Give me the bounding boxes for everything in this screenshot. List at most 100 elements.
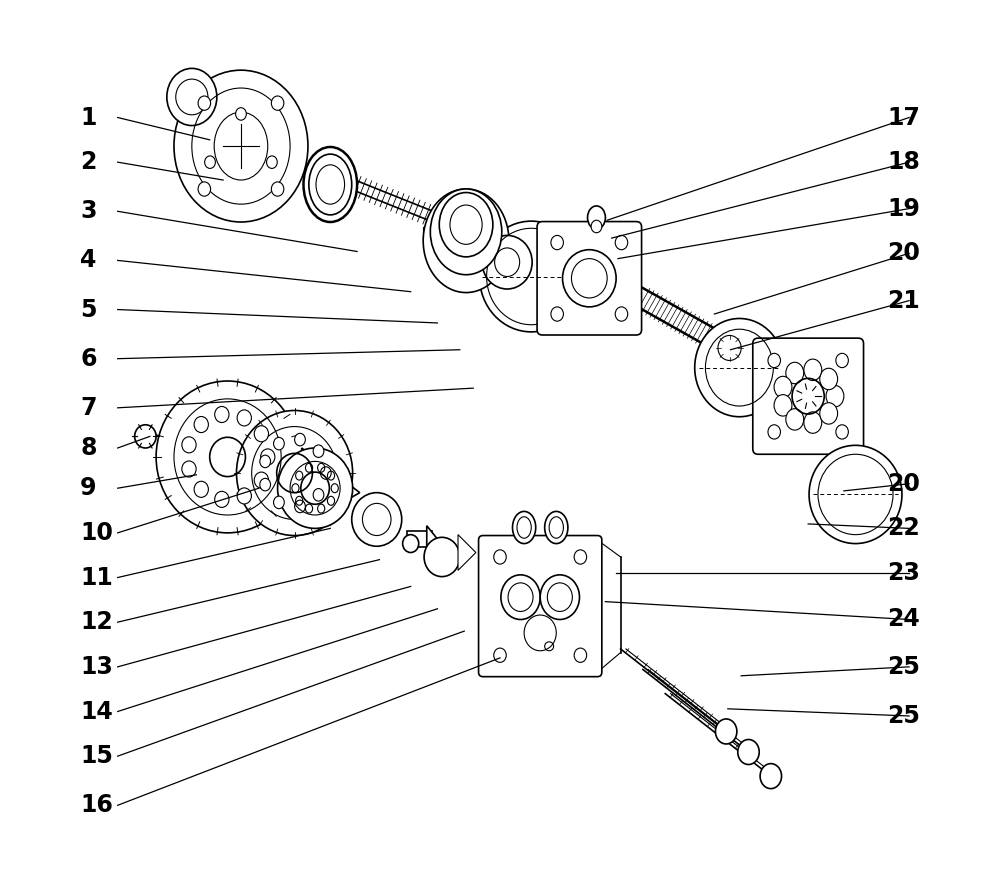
Ellipse shape <box>236 410 353 536</box>
Ellipse shape <box>588 206 605 229</box>
Ellipse shape <box>215 491 229 507</box>
Ellipse shape <box>254 472 269 488</box>
Ellipse shape <box>479 221 583 332</box>
Polygon shape <box>427 526 437 555</box>
Ellipse shape <box>352 493 402 547</box>
FancyBboxPatch shape <box>753 338 864 454</box>
Ellipse shape <box>482 236 532 289</box>
Text: 4: 4 <box>80 248 97 272</box>
Ellipse shape <box>715 719 737 744</box>
Ellipse shape <box>551 306 563 321</box>
Ellipse shape <box>768 425 780 439</box>
Ellipse shape <box>774 394 792 416</box>
Ellipse shape <box>274 496 284 509</box>
Text: 13: 13 <box>80 655 113 679</box>
Ellipse shape <box>836 425 848 439</box>
FancyBboxPatch shape <box>479 536 602 676</box>
Text: 25: 25 <box>887 655 920 679</box>
Ellipse shape <box>786 362 804 383</box>
Ellipse shape <box>545 512 568 544</box>
Text: 9: 9 <box>80 476 97 500</box>
Polygon shape <box>302 448 360 526</box>
Text: 20: 20 <box>887 241 920 265</box>
Text: 2: 2 <box>80 151 97 174</box>
Ellipse shape <box>313 488 324 501</box>
Ellipse shape <box>320 467 331 479</box>
Ellipse shape <box>205 156 215 168</box>
Ellipse shape <box>313 445 324 458</box>
Text: 14: 14 <box>80 700 113 723</box>
Polygon shape <box>458 535 476 571</box>
Ellipse shape <box>295 500 305 513</box>
Ellipse shape <box>194 417 208 433</box>
Ellipse shape <box>804 359 822 381</box>
Bar <box>407 531 432 547</box>
Text: 12: 12 <box>80 610 113 634</box>
Ellipse shape <box>424 538 460 577</box>
Ellipse shape <box>591 220 602 233</box>
Text: 24: 24 <box>887 607 920 632</box>
Ellipse shape <box>254 426 269 442</box>
Ellipse shape <box>551 236 563 250</box>
Ellipse shape <box>260 478 271 491</box>
Text: 25: 25 <box>887 704 920 728</box>
Ellipse shape <box>303 147 357 222</box>
Ellipse shape <box>718 335 741 360</box>
Ellipse shape <box>271 182 284 196</box>
Ellipse shape <box>182 437 196 452</box>
Ellipse shape <box>574 550 587 564</box>
Ellipse shape <box>194 481 208 497</box>
Ellipse shape <box>494 550 506 564</box>
Text: 20: 20 <box>887 471 920 495</box>
Text: 16: 16 <box>80 793 113 817</box>
Ellipse shape <box>278 448 353 529</box>
Text: 17: 17 <box>887 106 920 130</box>
Text: 1: 1 <box>80 106 97 130</box>
Ellipse shape <box>260 455 271 468</box>
Text: 10: 10 <box>80 521 113 545</box>
Ellipse shape <box>494 648 506 662</box>
Ellipse shape <box>524 615 556 650</box>
Ellipse shape <box>439 193 493 257</box>
Ellipse shape <box>135 425 156 448</box>
Text: 5: 5 <box>80 297 97 322</box>
Text: 15: 15 <box>80 745 113 768</box>
Ellipse shape <box>182 461 196 477</box>
Ellipse shape <box>836 353 848 367</box>
Ellipse shape <box>501 575 540 619</box>
Text: 19: 19 <box>887 196 920 220</box>
Ellipse shape <box>450 205 482 245</box>
Text: 3: 3 <box>80 199 97 223</box>
Text: 18: 18 <box>887 151 920 174</box>
Ellipse shape <box>804 412 822 434</box>
Ellipse shape <box>403 535 419 553</box>
Ellipse shape <box>786 409 804 430</box>
Ellipse shape <box>167 68 217 125</box>
Ellipse shape <box>274 437 284 450</box>
Ellipse shape <box>237 409 251 426</box>
Ellipse shape <box>574 648 587 662</box>
Ellipse shape <box>267 156 277 168</box>
Text: 11: 11 <box>80 565 113 590</box>
Ellipse shape <box>295 434 305 446</box>
Ellipse shape <box>820 368 838 390</box>
Ellipse shape <box>774 376 792 398</box>
Ellipse shape <box>738 739 759 764</box>
Ellipse shape <box>261 449 275 465</box>
Ellipse shape <box>423 189 509 293</box>
Ellipse shape <box>513 512 536 544</box>
Text: 7: 7 <box>80 396 97 420</box>
FancyBboxPatch shape <box>537 221 642 335</box>
Ellipse shape <box>760 763 782 788</box>
Text: 21: 21 <box>887 289 920 313</box>
Ellipse shape <box>271 96 284 110</box>
Ellipse shape <box>156 381 299 533</box>
Ellipse shape <box>215 407 229 423</box>
Ellipse shape <box>809 445 902 544</box>
Ellipse shape <box>563 250 616 306</box>
Ellipse shape <box>174 70 308 222</box>
Text: 23: 23 <box>887 561 920 585</box>
Text: 22: 22 <box>887 516 920 540</box>
Text: 8: 8 <box>80 436 97 460</box>
Ellipse shape <box>826 385 844 407</box>
